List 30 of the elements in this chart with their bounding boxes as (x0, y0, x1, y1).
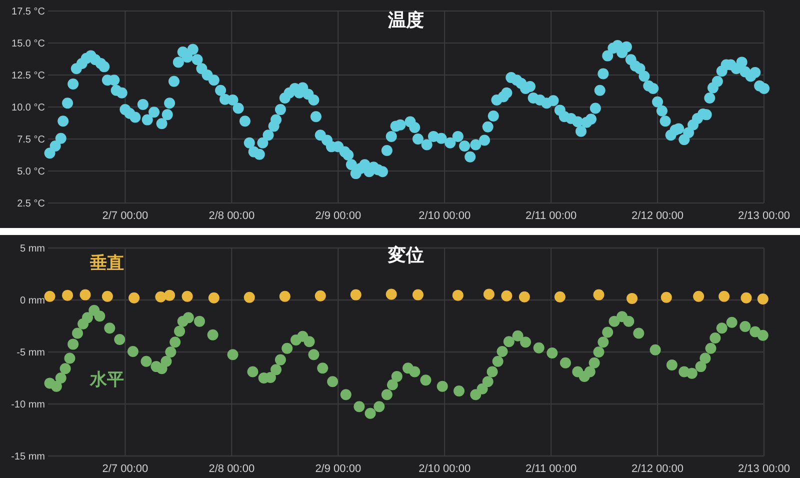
x-tick-label: 2/10 00:00 (418, 210, 471, 222)
x-tick-label: 2/13 00:00 (738, 210, 790, 222)
series-label: 水平 (88, 370, 124, 390)
x-tick-label: 2/8 00:00 (208, 463, 255, 475)
x-tick-label: 2/11 00:00 (525, 463, 577, 475)
series-label: 垂直 (88, 253, 124, 272)
x-tick-label: 2/12 00:00 (632, 210, 684, 222)
x-tick-label: 2/7 00:00 (102, 463, 148, 475)
y-tick-label: 10.0 °C (12, 102, 45, 114)
y-tick-label: 5 mm (20, 244, 45, 254)
y-tick-label: -10 mm (11, 400, 45, 410)
y-tick-label: 17.5 °C (12, 6, 45, 18)
y-tick-label: 15.0 °C (12, 38, 45, 50)
chart-title: 変位 (387, 245, 424, 265)
x-tick-label: 2/13 00:00 (738, 463, 790, 475)
x-tick-label: 2/12 00:00 (632, 463, 684, 475)
y-tick-label: 0 mm (20, 296, 45, 306)
y-tick-label: -5 mm (16, 348, 45, 358)
x-tick-label: 2/8 00:00 (208, 210, 255, 222)
y-tick-label: 7.5 °C (17, 134, 45, 146)
chart-title: 温度 (387, 10, 424, 30)
y-tick-label: 2.5 °C (17, 198, 45, 210)
y-tick-label: 12.5 °C (12, 70, 45, 82)
y-tick-label: -15 mm (11, 452, 45, 462)
y-tick-label: 5.0 °C (17, 166, 45, 178)
x-tick-label: 2/7 00:00 (102, 210, 148, 222)
x-tick-label: 2/10 00:00 (418, 463, 471, 475)
x-tick-label: 2/9 00:00 (315, 463, 362, 475)
x-tick-label: 2/11 00:00 (525, 210, 577, 222)
x-tick-label: 2/9 00:00 (315, 210, 362, 222)
